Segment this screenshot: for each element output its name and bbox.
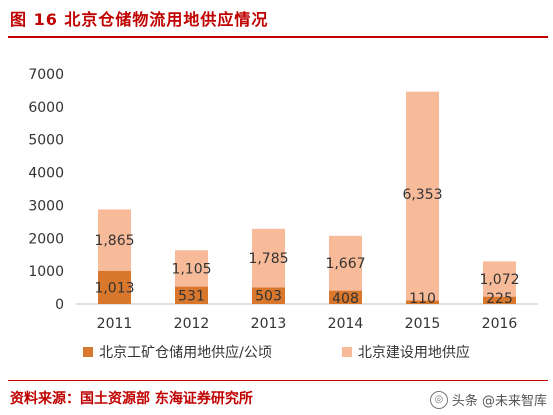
bar-construction-2012	[175, 250, 208, 287]
data-label-industrial-2014: 408	[332, 291, 359, 307]
legend-label-industrial: 北京工矿仓储用地供应/公顷	[99, 345, 272, 361]
bar-industrial-2013	[252, 287, 285, 304]
watermark-text: 头条 @未来智库	[451, 394, 547, 409]
watermark-logo-icon: ◎	[429, 390, 448, 409]
bar-construction-2015	[406, 91, 439, 301]
bar-construction-2013	[252, 228, 285, 288]
watermark: ◎ 头条 @未来智库	[429, 390, 547, 409]
y-tick-label: 4000	[28, 166, 64, 182]
y-tick-label: 0	[55, 297, 64, 313]
bar-construction-2011	[98, 209, 131, 271]
bar-industrial-2015	[406, 300, 439, 304]
bar-industrial-2011	[98, 270, 131, 304]
data-label-construction-2015: 6,353	[402, 187, 442, 203]
source-note: 资料来源：国土资源部 东海证券研究所	[10, 391, 253, 407]
data-label-construction-2014: 1,667	[325, 256, 365, 272]
data-label-construction-2013: 1,785	[248, 251, 288, 267]
source-rule	[8, 380, 548, 381]
data-label-industrial-2013: 503	[255, 289, 282, 305]
data-label-construction-2016: 1,072	[479, 272, 519, 288]
bar-industrial-2016	[483, 296, 516, 304]
data-label-industrial-2012: 531	[178, 288, 205, 304]
x-tick-label: 2014	[328, 316, 364, 332]
data-label-industrial-2016: 225	[486, 291, 513, 307]
legend-item-construction: 北京建设用地供应	[341, 342, 470, 362]
legend-swatch-industrial	[83, 347, 94, 357]
title-rule	[8, 36, 548, 38]
x-tick-label: 2015	[405, 316, 441, 332]
legend-item-industrial: 北京工矿仓储用地供应/公顷	[83, 342, 272, 362]
x-tick-label: 2012	[174, 316, 210, 332]
bar-construction-2014	[329, 235, 362, 291]
bar-industrial-2014	[329, 290, 362, 304]
data-label-industrial-2011: 1,013	[94, 280, 134, 296]
y-tick-label: 6000	[28, 100, 64, 116]
y-tick-label: 5000	[28, 133, 64, 149]
x-tick-label: 2011	[97, 316, 133, 332]
data-label-industrial-2015: 110	[409, 291, 436, 307]
bar-industrial-2012	[175, 286, 208, 304]
bar-construction-2016	[483, 261, 516, 297]
chart-legend: 北京工矿仓储用地供应/公顷 北京建设用地供应	[0, 342, 553, 362]
data-label-construction-2012: 1,105	[171, 261, 211, 277]
y-tick-label: 1000	[28, 264, 64, 280]
chart-title: 图 16 北京仓储物流用地供应情况	[10, 10, 269, 29]
x-tick-label: 2013	[251, 316, 287, 332]
legend-swatch-construction	[341, 347, 352, 357]
data-label-construction-2011: 1,865	[94, 233, 134, 249]
y-tick-label: 7000	[28, 67, 64, 83]
x-tick-label: 2016	[482, 316, 518, 332]
y-tick-label: 2000	[28, 231, 64, 247]
y-tick-label: 3000	[28, 198, 64, 214]
legend-label-construction: 北京建设用地供应	[357, 345, 470, 361]
stacked-bar-chart: 0 1000 2000 3000 4000 5000 6000 7000 1,013 1,865…	[28, 67, 538, 332]
